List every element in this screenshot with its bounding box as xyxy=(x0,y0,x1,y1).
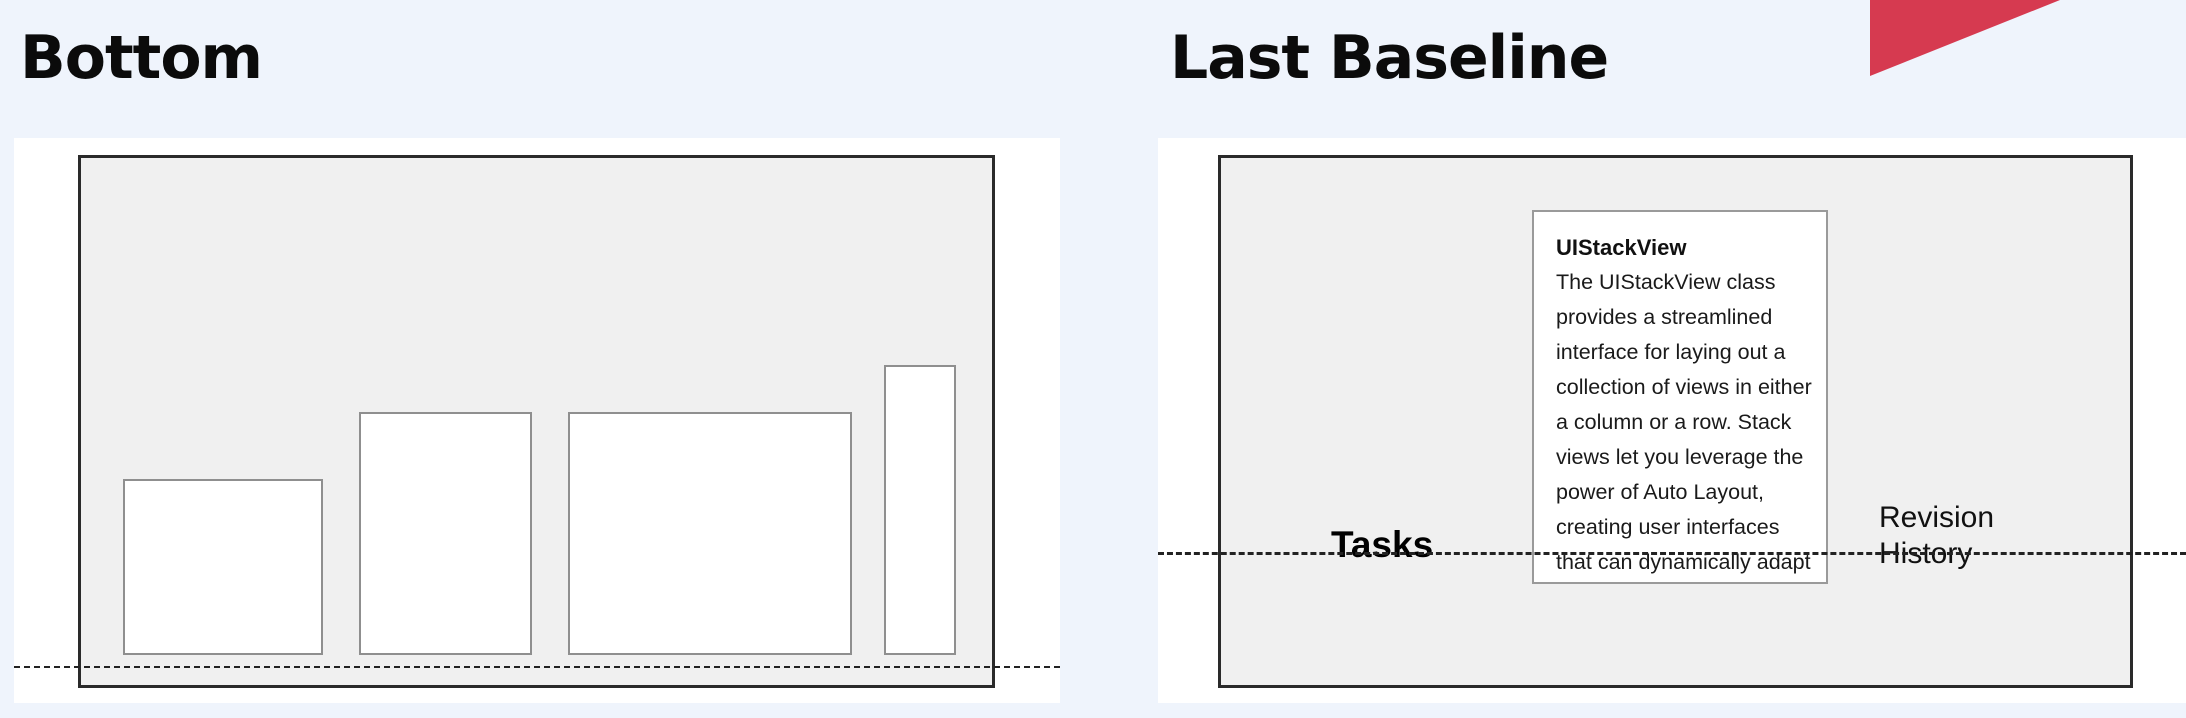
revision-history-label: Revision History xyxy=(1879,501,1995,570)
stack-view-frame: Tasks UIStackView The UIStackView class … xyxy=(1218,155,2133,688)
doc-card-title: UIStackView xyxy=(1556,235,1687,260)
arranged-view-1 xyxy=(123,479,323,655)
last-baseline-guide-line xyxy=(1158,552,2186,555)
arranged-view-4 xyxy=(884,365,956,655)
doc-card-body: The UIStackView class provides a streaml… xyxy=(1556,270,1812,574)
last-baseline-heading: Last Baseline xyxy=(1170,23,1609,93)
corner-flag-decoration xyxy=(1870,0,2060,76)
arranged-view-3 xyxy=(568,412,852,655)
uistackview-doc-card: UIStackView The UIStackView class provid… xyxy=(1532,210,1828,584)
stack-view-frame xyxy=(78,155,995,688)
bottom-alignment-guide-line xyxy=(14,666,1060,668)
bottom-alignment-panel xyxy=(14,138,1060,703)
tasks-label: Tasks xyxy=(1331,524,1434,565)
arranged-view-2 xyxy=(359,412,532,655)
bottom-heading: Bottom xyxy=(20,23,263,93)
last-baseline-alignment-panel: Tasks UIStackView The UIStackView class … xyxy=(1158,138,2186,703)
corner-flag-shape xyxy=(1870,0,2060,76)
